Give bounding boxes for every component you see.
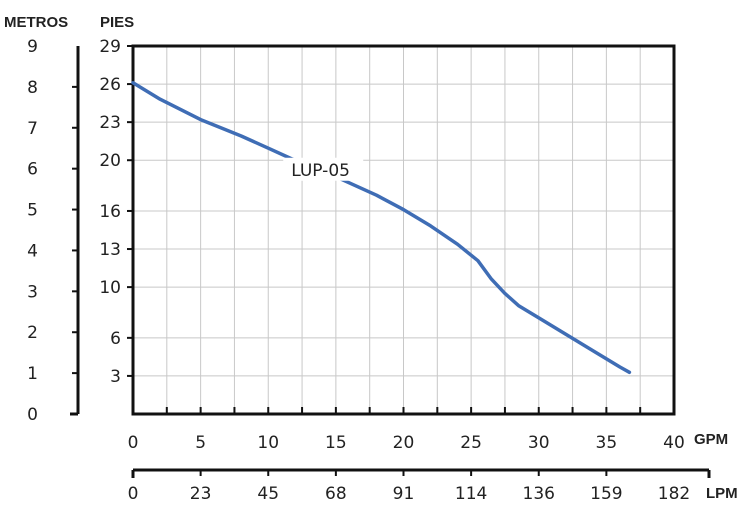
lpm-tick-label: 114 [455, 484, 487, 503]
pies-tick-label: 6 [110, 329, 121, 349]
lpm-tick-label: 68 [325, 484, 347, 503]
metros-tick-label: 7 [27, 119, 38, 139]
metros-tick-label: 2 [27, 323, 38, 343]
lpm-tick-label: 182 [658, 484, 690, 503]
pies-tick-label: 16 [99, 202, 121, 222]
lpm-tick-label: 159 [590, 484, 622, 503]
pies-axis-title: PIES [100, 14, 134, 31]
gpm-tick-label: 25 [460, 433, 482, 453]
pies-tick-label: 3 [110, 367, 121, 387]
gpm-unit-label: GPM [694, 431, 728, 448]
lpm-tick-label: 0 [128, 484, 139, 503]
pies-tick-label: 13 [99, 240, 121, 260]
gpm-tick-label: 10 [257, 433, 279, 453]
label-layer: METROS PIES GPM LPM 01234567893610131620… [4, 14, 738, 504]
series-line-lup-05 [131, 81, 632, 375]
metros-tick-label: 1 [27, 364, 38, 384]
gpm-tick-label: 5 [195, 433, 206, 453]
gpm-tick-label: 30 [528, 433, 550, 453]
metros-tick-label: 8 [27, 78, 38, 98]
pies-tick-label: 26 [99, 75, 121, 95]
pies-tick-label: 20 [99, 151, 121, 171]
gpm-tick-label: 20 [393, 433, 415, 453]
annotation-background [283, 157, 364, 181]
pies-tick-label: 23 [99, 113, 121, 133]
lpm-tick-label: 45 [257, 484, 279, 503]
series-layer [131, 81, 632, 375]
lpm-tick-label: 91 [393, 484, 415, 503]
grid-layer [133, 45, 674, 414]
gpm-tick-label: 15 [325, 433, 347, 453]
gpm-tick-label: 0 [128, 433, 139, 453]
gpm-tick-label: 35 [596, 433, 618, 453]
metros-tick-label: 5 [27, 201, 38, 221]
pies-tick-label: 10 [99, 278, 121, 298]
axes-layer [70, 44, 711, 478]
lpm-tick-label: 23 [190, 484, 212, 503]
metros-tick-label: 4 [27, 241, 38, 261]
metros-tick-label: 0 [27, 405, 38, 425]
gpm-tick-label: 40 [663, 433, 685, 453]
lpm-unit-label: LPM [706, 485, 738, 502]
metros-tick-label: 6 [27, 160, 38, 180]
pies-tick-label: 29 [99, 37, 121, 57]
metros-tick-label: 9 [27, 37, 38, 57]
series-annotation: LUP-05 [291, 161, 350, 181]
lpm-tick-label: 136 [523, 484, 555, 503]
metros-axis-title: METROS [4, 14, 68, 31]
metros-tick-label: 3 [27, 282, 38, 302]
